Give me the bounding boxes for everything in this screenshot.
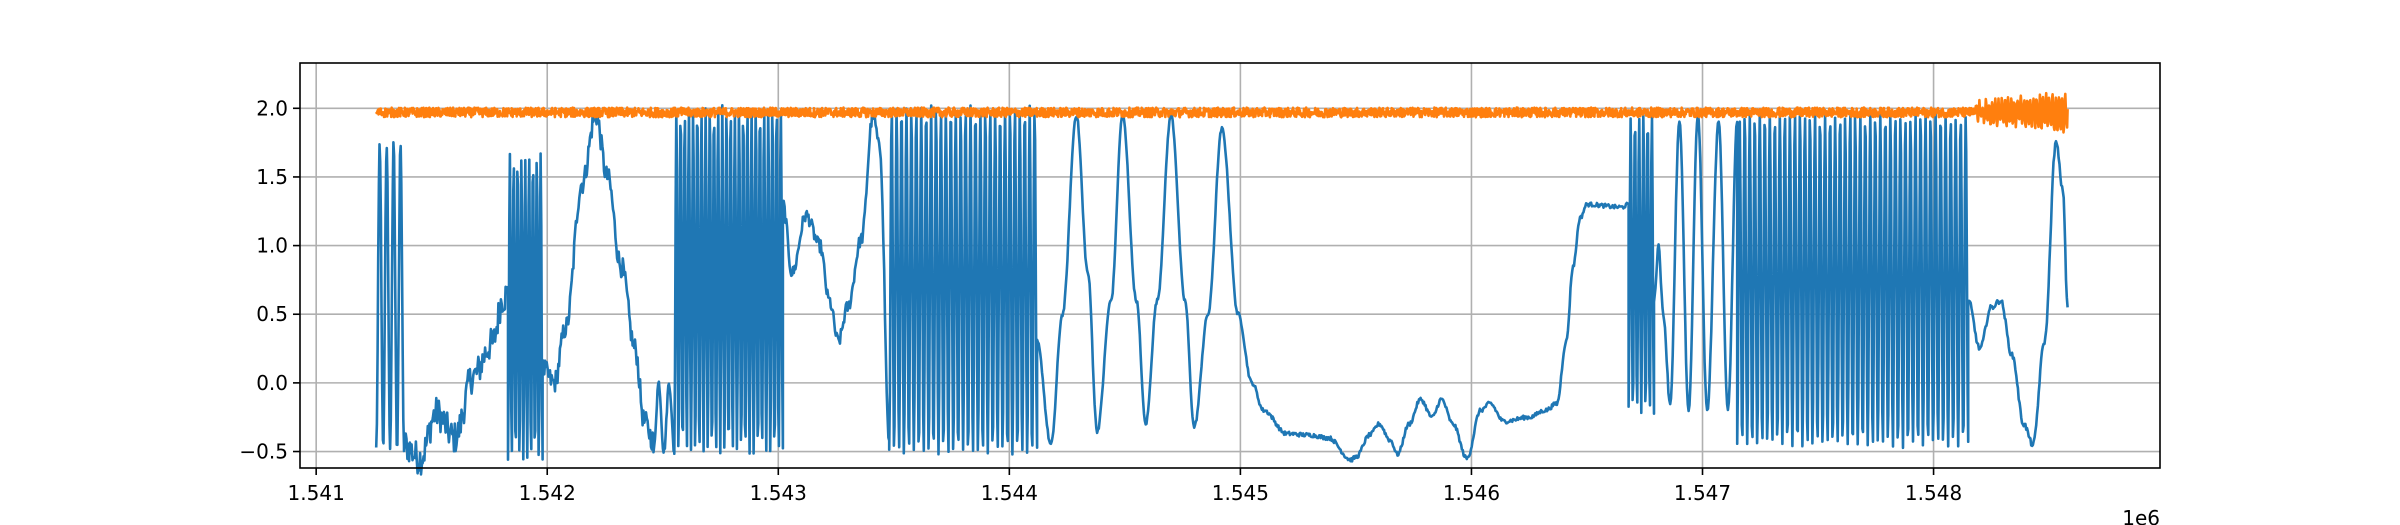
y-tick-label: 1.0 xyxy=(256,234,288,258)
y-tick-label: 2.0 xyxy=(256,96,288,120)
x-tick-label: 1.543 xyxy=(750,481,807,505)
x-axis: 1.541 1.542 1.543 1.544 1.545 1.546 1.547 1.548 xyxy=(288,468,1962,505)
x-offset-label: 1e6 xyxy=(2122,506,2160,525)
x-tick-label: 1.547 xyxy=(1674,481,1731,505)
x-tick-label: 1.541 xyxy=(288,481,345,505)
y-tick-label: 0.0 xyxy=(256,371,288,395)
plot-area xyxy=(374,91,2069,476)
x-tick-label: 1.546 xyxy=(1443,481,1500,505)
y-tick-label: −0.5 xyxy=(239,440,288,464)
y-tick-label: 1.5 xyxy=(256,165,288,189)
x-tick-label: 1.545 xyxy=(1212,481,1269,505)
x-tick-label: 1.544 xyxy=(981,481,1038,505)
series-line-orange xyxy=(375,91,2069,134)
y-tick-label: 0.5 xyxy=(256,302,288,326)
series-line-blue xyxy=(374,104,2069,476)
y-axis: −0.5 0.0 0.5 1.0 1.5 2.0 xyxy=(239,96,300,464)
axes-frame xyxy=(299,62,2161,469)
x-tick-label: 1.548 xyxy=(1905,481,1962,505)
x-tick-label: 1.542 xyxy=(519,481,576,505)
